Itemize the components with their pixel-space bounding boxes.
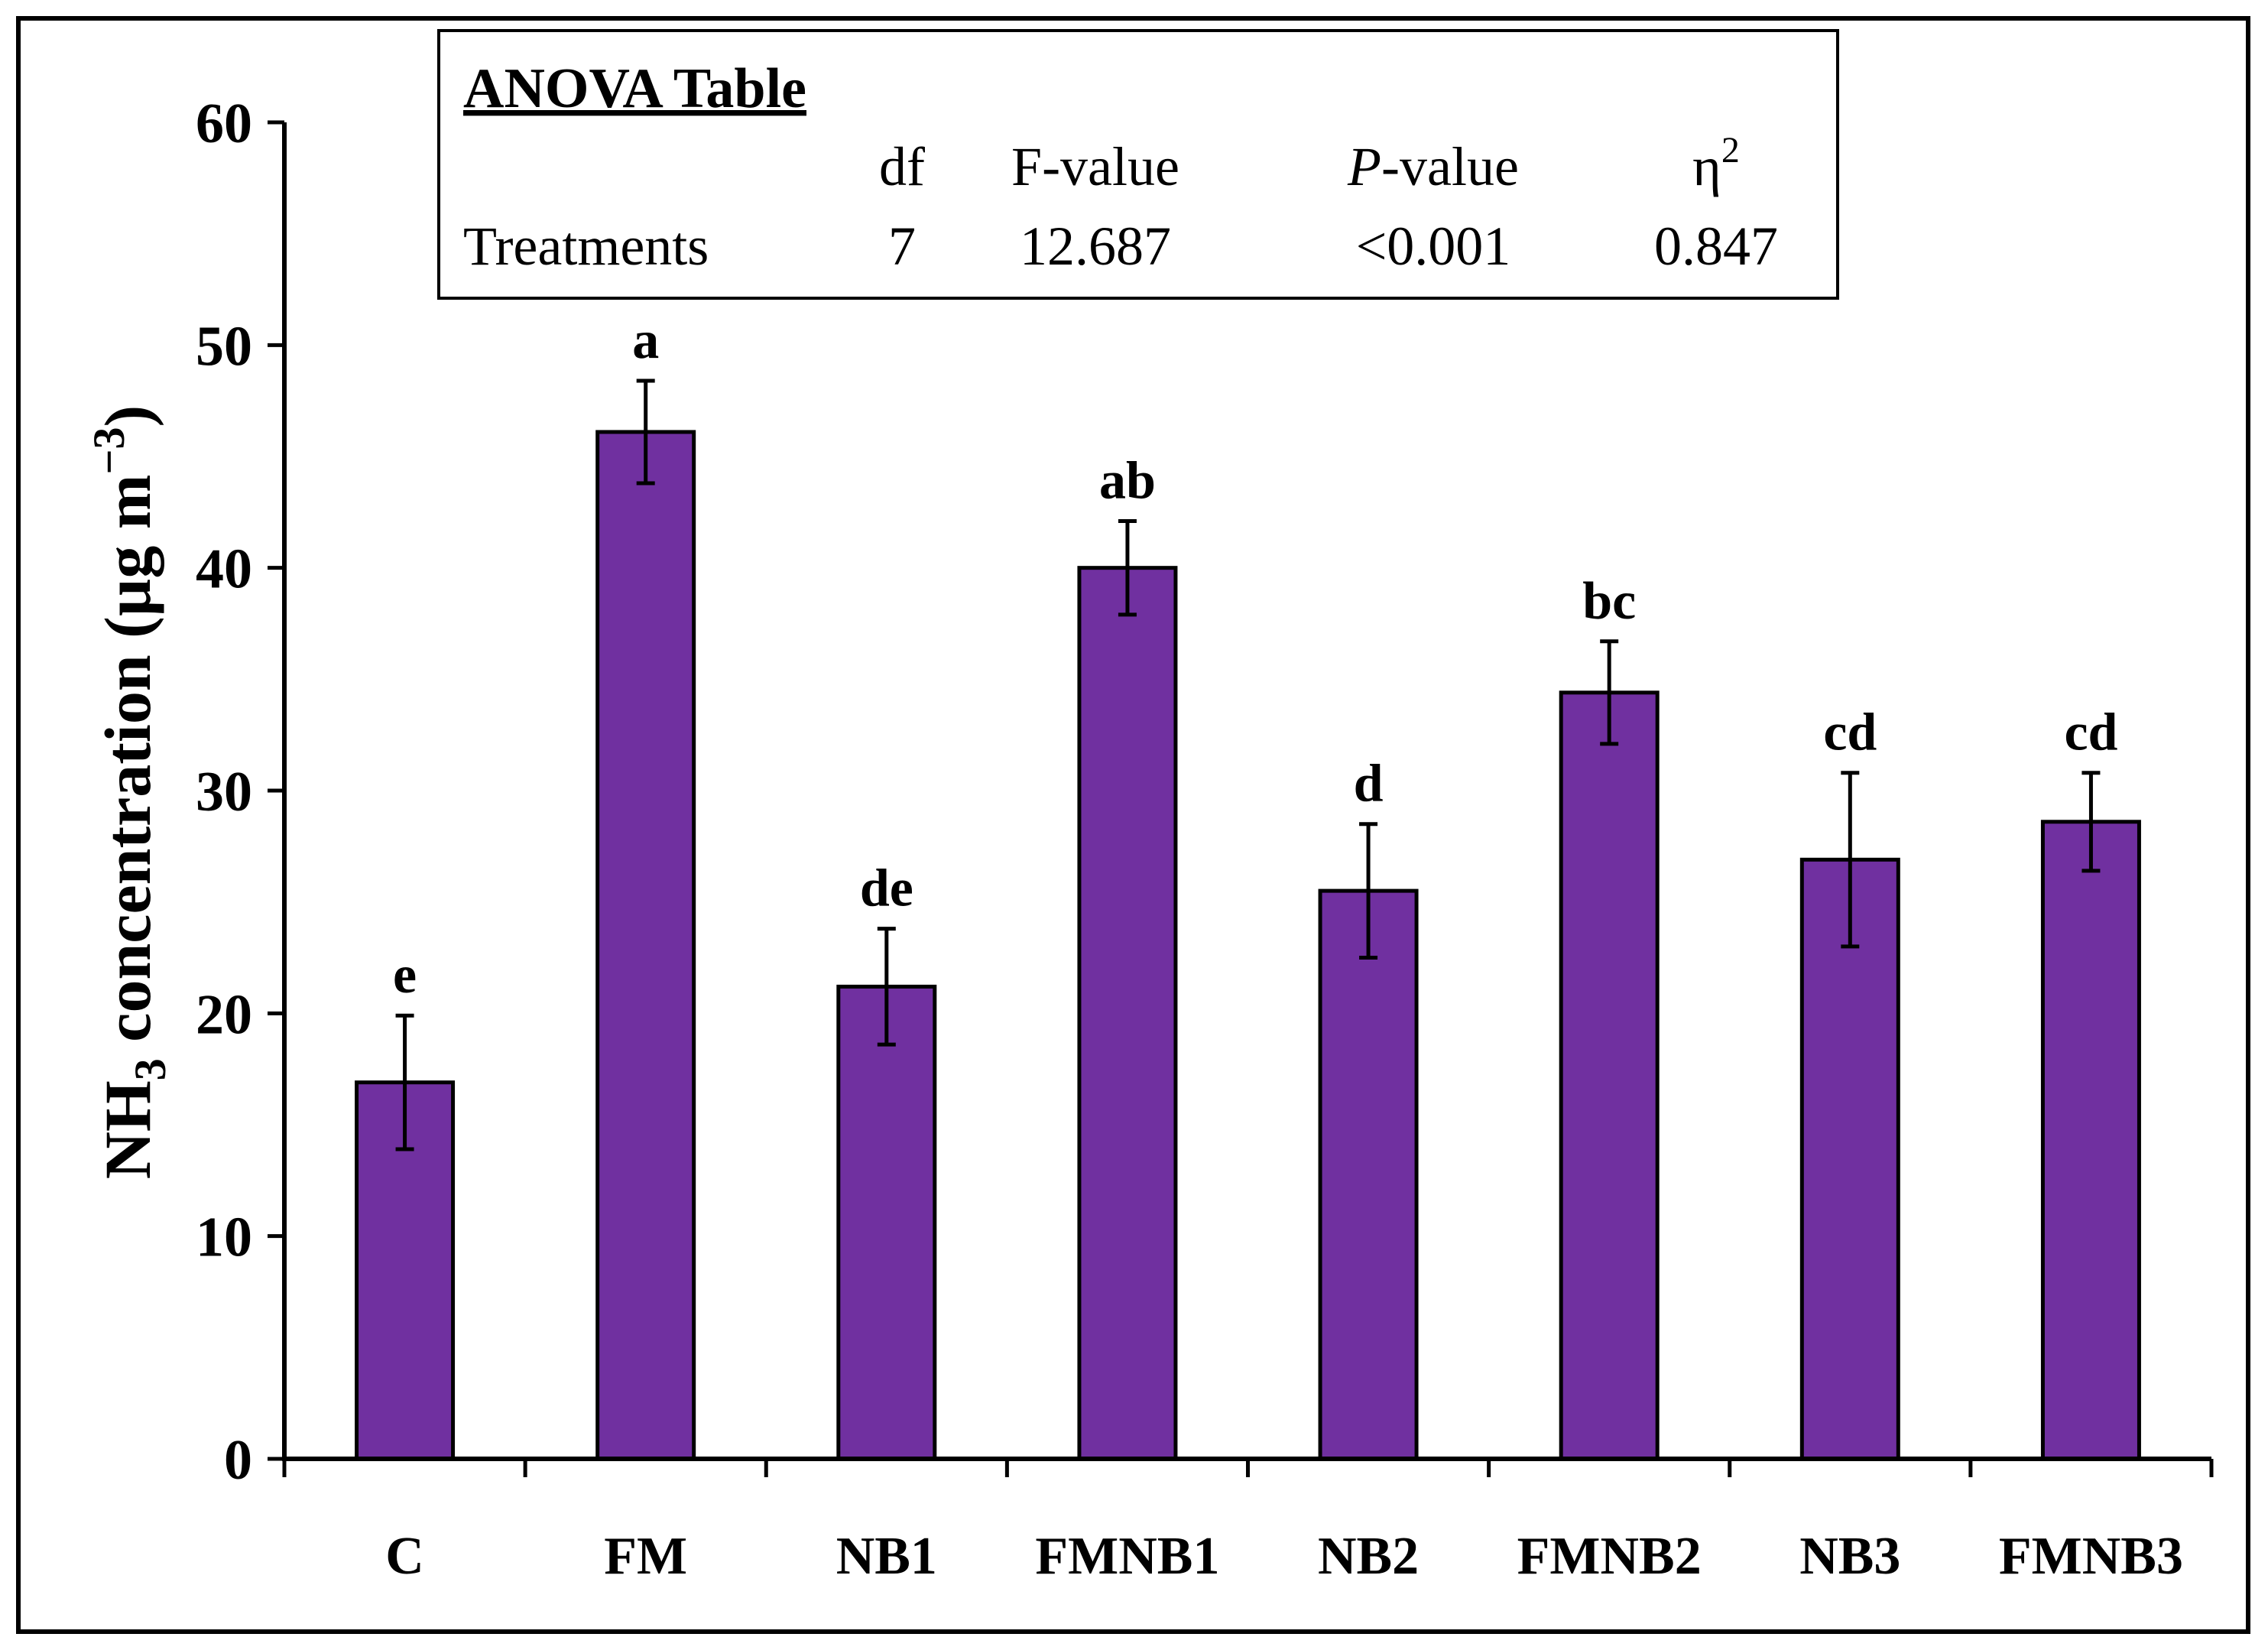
anova-header-eta: η2 bbox=[1692, 130, 1740, 197]
x-tick-label: NB2 bbox=[1318, 1527, 1419, 1586]
y-tick-label: 60 bbox=[196, 93, 252, 155]
x-tick-label: C bbox=[385, 1527, 424, 1586]
anova-table: ANOVA Table df F-value P-value η2 Treatm… bbox=[437, 29, 1839, 300]
error-bars bbox=[395, 378, 2101, 1151]
y-ticks bbox=[268, 120, 284, 1461]
y-label-close: ) bbox=[91, 405, 164, 427]
anova-header-f: F-value bbox=[1011, 136, 1179, 197]
significance-letter: d bbox=[1354, 755, 1384, 814]
anova-header-eta-sup: 2 bbox=[1721, 130, 1740, 171]
anova-row-df: 7 bbox=[888, 216, 916, 277]
y-tick-label: 10 bbox=[196, 1207, 252, 1269]
bar bbox=[595, 430, 696, 1461]
significance-letter: a bbox=[632, 311, 659, 370]
anova-row-label: Treatments bbox=[463, 216, 709, 277]
y-label-rest: concentration (µg m bbox=[91, 475, 164, 1059]
bar bbox=[1318, 888, 1419, 1461]
significance-letter: e bbox=[393, 946, 417, 1005]
x-tick-label: FM bbox=[604, 1527, 687, 1586]
y-label-sup: −3 bbox=[84, 427, 134, 474]
x-ticks bbox=[282, 1459, 2214, 1477]
anova-header-eta-symbol: η bbox=[1692, 136, 1721, 197]
anova-row-f: 12.687 bbox=[1020, 216, 1171, 277]
significance-letter: ab bbox=[1099, 451, 1156, 510]
figure-frame bbox=[16, 16, 2250, 1634]
bar bbox=[836, 984, 937, 1461]
y-axis-label: NH3 concentration (µg m−3) bbox=[84, 405, 175, 1179]
y-tick-label: 20 bbox=[196, 983, 252, 1046]
significance-letter: cd bbox=[2064, 703, 2117, 762]
axes bbox=[282, 122, 2211, 1461]
y-tick-label: 30 bbox=[196, 761, 252, 823]
y-label-main: NH bbox=[91, 1080, 164, 1179]
anova-header-df: df bbox=[879, 136, 925, 197]
y-tick-label: 50 bbox=[196, 315, 252, 378]
x-tick-label: NB1 bbox=[836, 1527, 937, 1586]
anova-row-eta: 0.847 bbox=[1654, 216, 1778, 277]
x-tick-label: FMNB2 bbox=[1517, 1527, 1702, 1586]
anova-header-p-italic: P bbox=[1347, 136, 1381, 197]
significance-letters: e a de ab d bc cd cd bbox=[393, 311, 2117, 1005]
bar bbox=[1077, 566, 1178, 1461]
significance-letter: de bbox=[860, 859, 913, 918]
bar bbox=[1799, 857, 1900, 1461]
x-tick-label: FMNB3 bbox=[1999, 1527, 2183, 1586]
significance-letter: bc bbox=[1582, 572, 1636, 631]
anova-title: ANOVA Table bbox=[463, 57, 806, 120]
anova-table-border bbox=[437, 29, 1839, 300]
y-tick-labels: 0 10 20 30 40 50 60 bbox=[196, 93, 252, 1492]
x-tick-label: NB3 bbox=[1799, 1527, 1900, 1586]
y-tick-label: 0 bbox=[224, 1429, 252, 1492]
x-tick-labels: C FM NB1 FMNB1 NB2 FMNB2 NB3 FMNB3 bbox=[385, 1527, 2183, 1586]
anova-header-p-rest: -value bbox=[1381, 136, 1519, 197]
bar bbox=[1559, 690, 1660, 1461]
y-tick-label: 40 bbox=[196, 538, 252, 601]
significance-letter: cd bbox=[1823, 703, 1877, 762]
bars bbox=[355, 430, 2141, 1461]
x-tick-label: FMNB1 bbox=[1035, 1527, 1219, 1586]
anova-header-p: P-value bbox=[1347, 136, 1519, 197]
y-label-sub: 3 bbox=[125, 1058, 175, 1080]
anova-row-p: <0.001 bbox=[1356, 216, 1511, 277]
bar bbox=[2040, 820, 2141, 1461]
